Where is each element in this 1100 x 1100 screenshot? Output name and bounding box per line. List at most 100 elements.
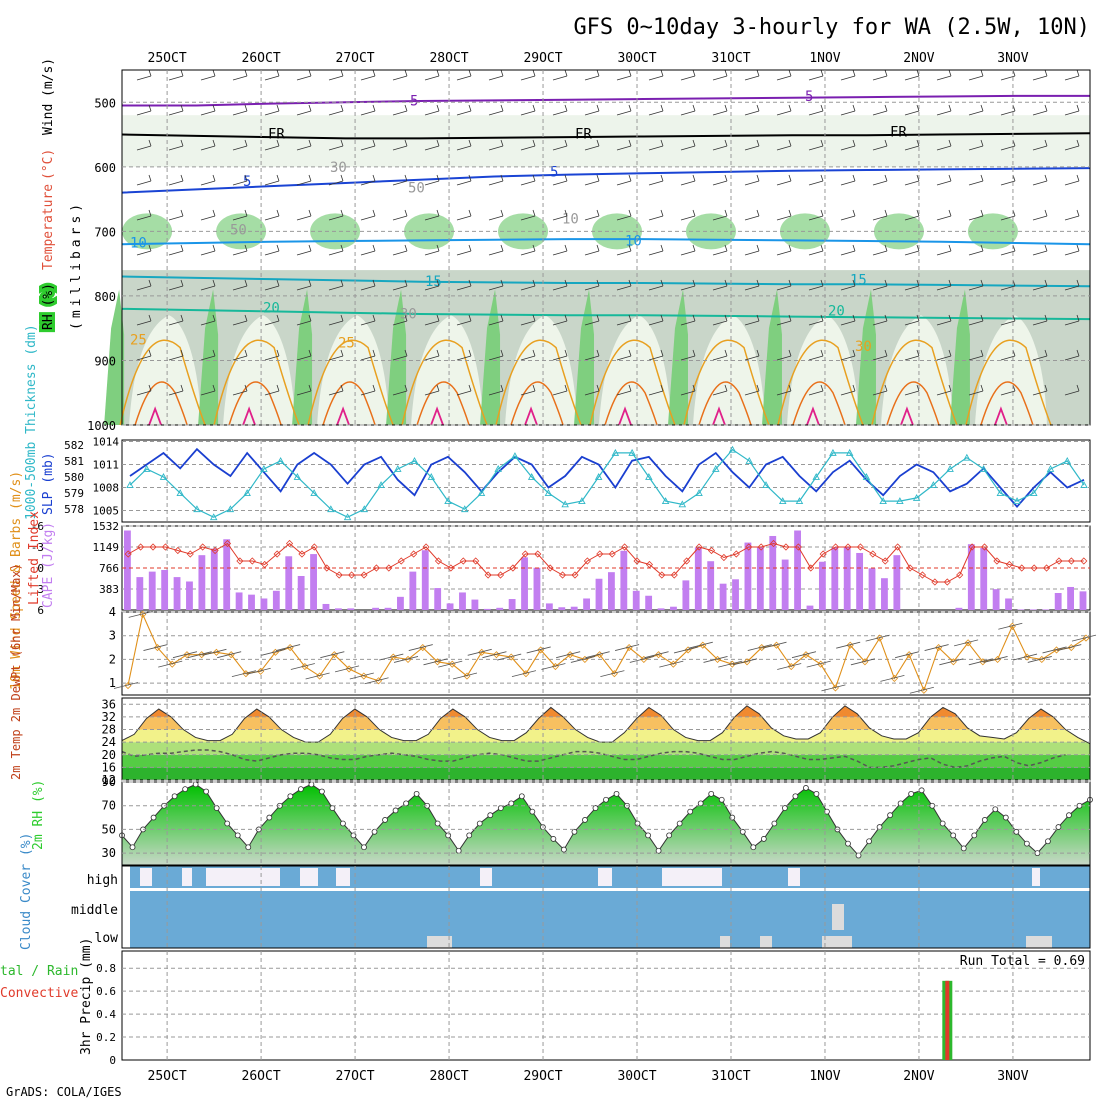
thickness-point <box>260 465 268 472</box>
thickness-point <box>896 497 904 505</box>
wind-barb <box>296 139 312 151</box>
cape-bar <box>1005 598 1012 610</box>
wind-barb <box>584 104 600 116</box>
wind-barb <box>456 104 472 116</box>
rh-point <box>645 832 651 839</box>
wind-barb <box>424 244 440 256</box>
rh-point <box>803 785 809 791</box>
wind-barb <box>136 174 152 186</box>
surface-wind-barb <box>290 663 315 670</box>
surface-wind-barb <box>688 641 713 649</box>
isotherm-30 <box>228 381 282 426</box>
wind-barb <box>616 209 632 221</box>
li-point <box>844 543 852 551</box>
wind-barb <box>520 209 536 221</box>
rh-point <box>634 820 641 827</box>
wind-barb <box>712 209 728 221</box>
surface-wind-barb <box>1027 656 1052 663</box>
contour-label: 50 <box>230 223 247 239</box>
low-cloud-gap <box>822 936 852 948</box>
contour-label: 10 <box>562 212 579 228</box>
thickness-point <box>812 473 820 480</box>
wind-barb <box>488 209 504 221</box>
li-point <box>1067 557 1075 565</box>
cape-bar <box>1029 609 1037 610</box>
surface-wind-barb <box>511 670 537 678</box>
wind-barb <box>648 314 664 326</box>
wind-barb <box>1064 279 1080 291</box>
wind-barb <box>1032 104 1048 116</box>
li-point <box>521 550 529 558</box>
isotherm-10 <box>121 238 1091 246</box>
rh-tick: 70 <box>102 799 116 813</box>
contour-label: 25 <box>338 336 355 352</box>
li-point <box>1018 564 1026 572</box>
thickness-tick: 582 <box>64 439 84 452</box>
wind-barb <box>616 279 632 291</box>
li-point <box>472 557 480 565</box>
surface-wind-barb <box>408 644 433 651</box>
wind-barb <box>584 349 600 361</box>
li-point <box>236 557 244 565</box>
surface-wind-barb <box>600 670 625 678</box>
cape-bar <box>545 603 553 610</box>
thickness-point <box>343 513 352 521</box>
rh-dry-plume <box>692 315 765 425</box>
thickness-point <box>778 497 787 505</box>
wind-barb <box>776 384 792 396</box>
li-point <box>360 571 368 579</box>
precip-label: 3hr Precip (mm) <box>79 938 94 1055</box>
wind-barb <box>648 279 664 291</box>
surface-wind-barb <box>968 658 993 666</box>
rh-label: RH (%) <box>41 283 56 330</box>
cloud-ylabel: Cloud Cover (%) <box>19 833 34 950</box>
slp-ylabel: 1000-500mb Thickness (dm) <box>24 324 39 520</box>
wind-barb <box>584 384 600 396</box>
rh-point <box>497 805 504 811</box>
top-date-label: 25OCT <box>148 51 187 66</box>
precip-tick: 0.2 <box>96 1031 116 1044</box>
cape-bar <box>223 539 231 610</box>
surface-wind-barb <box>880 675 905 682</box>
wind-barb <box>136 104 152 116</box>
surface-wind-barb <box>629 656 654 663</box>
cape-bar <box>260 598 268 610</box>
thickness-point <box>745 456 754 464</box>
rh-point <box>1055 824 1062 830</box>
wind-barb <box>232 69 248 81</box>
temp-band <box>122 705 1090 717</box>
rh-point <box>897 800 904 807</box>
temp-tick: 20 <box>102 748 116 762</box>
top-date-label: 1NOV <box>809 51 840 66</box>
rh-point <box>908 790 915 797</box>
surface-wind-barb <box>364 677 389 685</box>
wind-barb <box>776 174 792 186</box>
wind-barb <box>648 69 664 81</box>
rh-point <box>887 812 893 819</box>
li-point <box>807 564 815 572</box>
upper-ylabel2: (millibars) <box>69 200 84 330</box>
wind-barb <box>424 174 440 186</box>
wind-barb <box>232 104 248 116</box>
slp-ylabel2: SLP (mb) <box>41 452 56 515</box>
surface-wind-barb <box>895 651 920 659</box>
wind-unit: (m/s) <box>41 58 56 97</box>
wind-label: Wind <box>41 104 56 135</box>
li-point <box>571 571 579 579</box>
cape-bar <box>508 599 516 610</box>
surface-wind-barb <box>570 656 595 663</box>
wind-speed-point <box>124 681 132 690</box>
cloud-gap <box>140 868 152 886</box>
wind-barb <box>808 314 824 326</box>
upper-ylabel: RH (%) Temperature (°C) Wind (m/s) <box>38 58 59 333</box>
wind-barb <box>808 384 824 396</box>
wind-barb <box>424 384 440 396</box>
isotherm-35 <box>242 406 256 426</box>
isotherm-30 <box>510 381 564 426</box>
thickness-point <box>611 448 620 456</box>
cape-bar <box>583 598 591 610</box>
wind-barb <box>136 279 152 291</box>
precip-convective-label: Convective <box>0 986 78 1001</box>
thickness-point <box>293 473 302 480</box>
cape-bar <box>719 583 727 610</box>
